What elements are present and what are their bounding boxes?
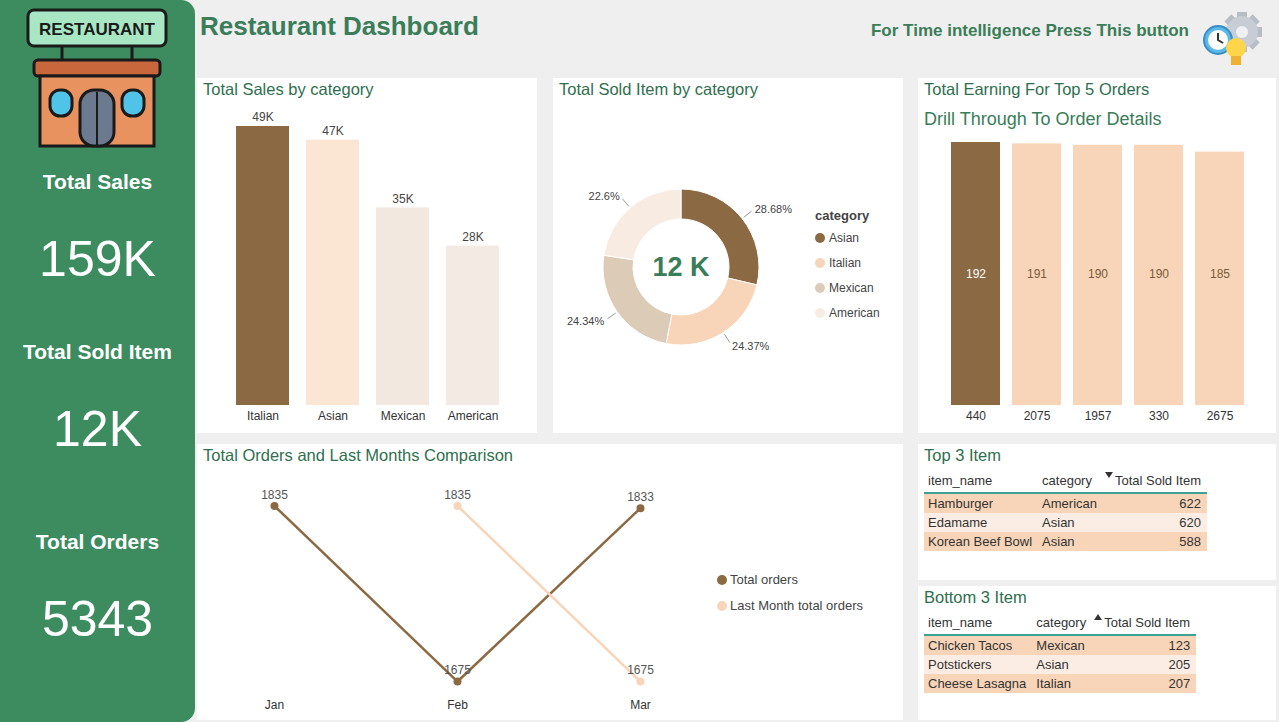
svg-text:12 K: 12 K bbox=[652, 252, 710, 282]
svg-text:191: 191 bbox=[1027, 267, 1047, 281]
html-text:620: 620 bbox=[1179, 515, 1201, 530]
html-text:Chicken Tacos: Chicken Tacos bbox=[928, 638, 1013, 653]
svg-text:American: American bbox=[448, 409, 499, 423]
svg-text:190: 190 bbox=[1088, 267, 1108, 281]
svg-text:Mexican: Mexican bbox=[829, 281, 874, 295]
html-text:Total Sales by category: Total Sales by category bbox=[203, 80, 374, 98]
html-text:item_name: item_name bbox=[928, 473, 993, 488]
html-text:Mexican: Mexican bbox=[1036, 638, 1085, 653]
html-text:Total Sold Item by category: Total Sold Item by category bbox=[559, 80, 758, 98]
html-text:item_name: item_name bbox=[928, 615, 993, 630]
svg-text:American: American bbox=[829, 306, 880, 320]
html-text:Bottom 3 Item: Bottom 3 Item bbox=[924, 588, 1027, 606]
html-text:Total Orders and Last Months C: Total Orders and Last Months Comparison bbox=[203, 446, 513, 464]
svg-text:28K: 28K bbox=[462, 230, 483, 244]
svg-text:24.37%: 24.37% bbox=[732, 340, 770, 352]
svg-text:1835: 1835 bbox=[444, 488, 471, 502]
html-text:12K: 12K bbox=[53, 401, 142, 457]
svg-text:Mexican: Mexican bbox=[381, 409, 426, 423]
svg-text:Mar: Mar bbox=[630, 698, 651, 712]
html-text:For Time intelligence Press Th: For Time intelligence Press This button bbox=[871, 21, 1189, 40]
html-text:Restaurant Dashboard: Restaurant Dashboard bbox=[200, 11, 479, 41]
html-text:5343: 5343 bbox=[41, 591, 154, 647]
svg-text:Asian: Asian bbox=[829, 231, 859, 245]
svg-text:440: 440 bbox=[966, 409, 986, 423]
html-text:Cheese Lasagna: Cheese Lasagna bbox=[928, 676, 1027, 691]
html-text:Asian: Asian bbox=[1036, 657, 1069, 672]
html-text:Last Month total orders: Last Month total orders bbox=[730, 598, 863, 613]
html-text:Asian: Asian bbox=[1042, 515, 1075, 530]
html-text:622: 622 bbox=[1179, 496, 1201, 511]
html-text:Total Sales: Total Sales bbox=[42, 170, 153, 193]
html-text:Total Orders: Total Orders bbox=[35, 530, 160, 553]
html-text:Total Earning For Top 5 Orders: Total Earning For Top 5 Orders bbox=[924, 80, 1150, 98]
svg-text:24.34%: 24.34% bbox=[567, 315, 605, 327]
svg-text:1957: 1957 bbox=[1085, 409, 1112, 423]
svg-text:330: 330 bbox=[1149, 409, 1169, 423]
html-text:Edamame: Edamame bbox=[928, 515, 988, 530]
svg-text:1833: 1833 bbox=[627, 490, 654, 504]
svg-text:Italian: Italian bbox=[829, 256, 861, 270]
svg-text:1675: 1675 bbox=[627, 663, 654, 677]
svg-text:Feb: Feb bbox=[447, 698, 468, 712]
svg-text:Asian: Asian bbox=[318, 409, 348, 423]
svg-text:28.68%: 28.68% bbox=[755, 202, 793, 214]
html-text:205: 205 bbox=[1168, 657, 1191, 672]
svg-text:185: 185 bbox=[1210, 267, 1230, 281]
html-text:Total Sold Item: Total Sold Item bbox=[23, 340, 172, 363]
html-text:Drill Through To Order Details: Drill Through To Order Details bbox=[924, 109, 1162, 129]
html-text:Potstickers: Potstickers bbox=[928, 657, 992, 672]
html-text:207: 207 bbox=[1168, 676, 1191, 691]
svg-text:1675: 1675 bbox=[444, 663, 471, 677]
svg-text:1835: 1835 bbox=[261, 488, 288, 502]
svg-text:49K: 49K bbox=[252, 110, 273, 124]
html-text:159K: 159K bbox=[39, 231, 156, 287]
html-text:Top 3 Item: Top 3 Item bbox=[924, 446, 1001, 464]
svg-text:190: 190 bbox=[1149, 267, 1169, 281]
html-text:Italian: Italian bbox=[1036, 676, 1071, 691]
html-text:Total Sold Item: Total Sold Item bbox=[1104, 615, 1191, 630]
svg-text:Italian: Italian bbox=[247, 409, 279, 423]
svg-text:22.6%: 22.6% bbox=[589, 190, 620, 202]
svg-text:47K: 47K bbox=[322, 124, 343, 138]
html-text:American: American bbox=[1042, 496, 1097, 511]
html-text:category: category bbox=[1042, 473, 1092, 488]
html-text:Korean Beef Bowl: Korean Beef Bowl bbox=[928, 534, 1033, 549]
html-text:category: category bbox=[1036, 615, 1087, 630]
html-text:Total orders: Total orders bbox=[730, 572, 798, 587]
svg-text:192: 192 bbox=[966, 267, 986, 281]
html-text:588: 588 bbox=[1179, 534, 1201, 549]
html-text:Total Sold Item: Total Sold Item bbox=[1115, 473, 1201, 488]
svg-text:RESTAURANT: RESTAURANT bbox=[39, 20, 155, 39]
html-text:Asian: Asian bbox=[1042, 534, 1075, 549]
svg-text:2075: 2075 bbox=[1024, 409, 1051, 423]
svg-text:35K: 35K bbox=[392, 192, 413, 206]
svg-text:category: category bbox=[815, 208, 870, 223]
html-text:123: 123 bbox=[1168, 638, 1191, 653]
svg-text:Jan: Jan bbox=[265, 698, 284, 712]
html-text:Hamburger: Hamburger bbox=[928, 496, 993, 511]
svg-text:2675: 2675 bbox=[1207, 409, 1234, 423]
